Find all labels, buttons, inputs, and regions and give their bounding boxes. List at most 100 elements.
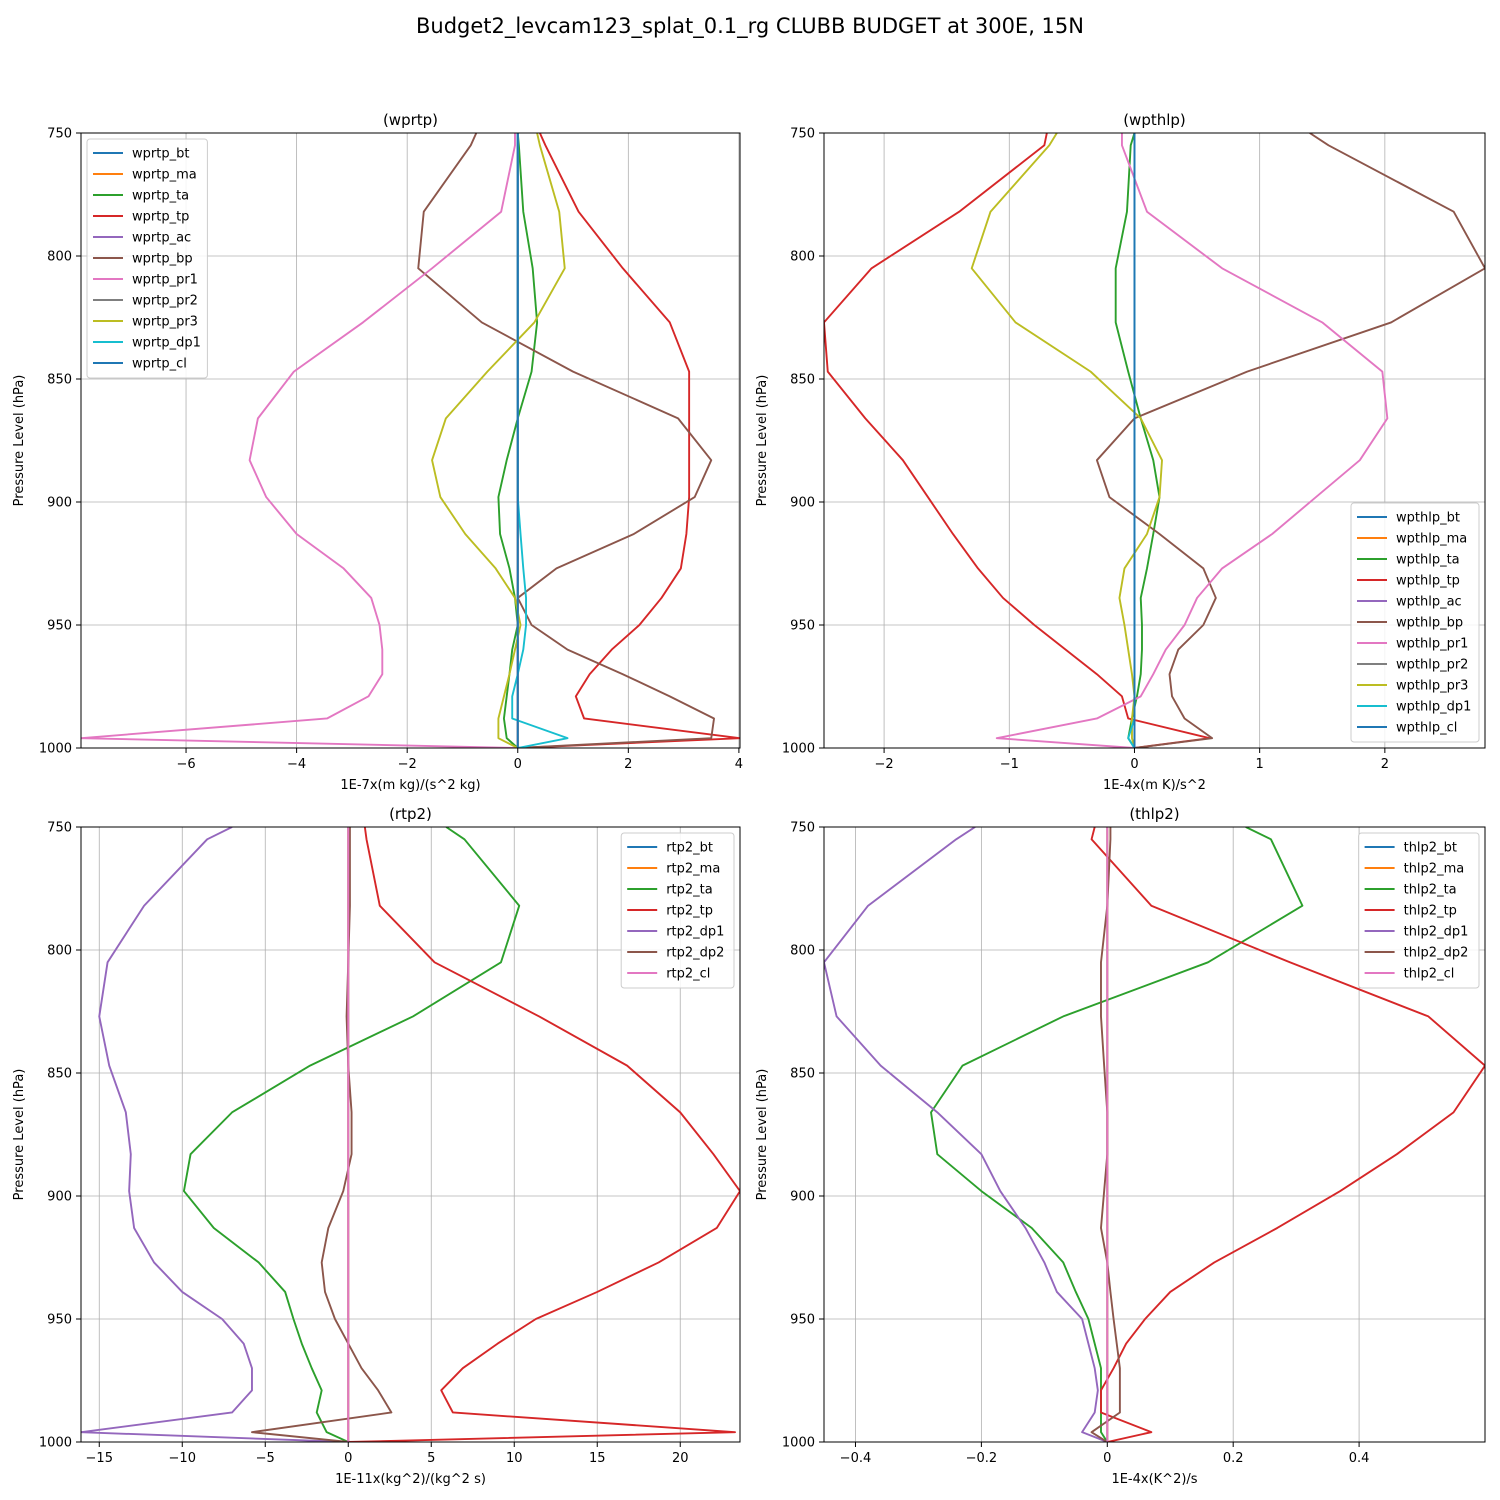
x-tick-label: 0.4 — [1349, 1451, 1370, 1466]
y-tick-label: 900 — [47, 496, 72, 511]
y-tick-label: 900 — [790, 496, 815, 511]
legend: rtp2_bt rtp2_ma rtp2_ta rtp2_tp rtp2_dp1 rtp2… — [620, 832, 735, 989]
x-tick-label: 0 — [1103, 1451, 1111, 1466]
legend-label: wpthlp_pr3 — [1396, 679, 1468, 694]
x-axis-label: 1E-4x(m K)/s^2 — [1103, 778, 1206, 793]
legend-label: thlp2_ta — [1404, 883, 1457, 898]
figure-title: Budget2_levcam123_splat_0.1_rg CLUBB BUD… — [416, 14, 1084, 38]
legend-label: wpthlp_bt — [1396, 511, 1460, 526]
legend-label: wpthlp_pr2 — [1396, 658, 1468, 673]
subplot-title: (wpthlp) — [1123, 111, 1186, 129]
x-tick-label: −4 — [287, 757, 306, 772]
series-lines — [81, 133, 740, 748]
x-tick-label: 2 — [1381, 757, 1389, 772]
series-line-wprtp_bp — [417, 133, 715, 748]
y-axis-label: Pressure Level (hPa) — [755, 1069, 770, 1201]
series-line-wpthlp_ta — [1114, 133, 1161, 748]
legend: wpthlp_bt wpthlp_ma wpthlp_ta wpthlp_tpwpth… — [1350, 502, 1480, 743]
y-tick-label: 1000 — [782, 1436, 815, 1451]
y-tick-label: 800 — [790, 250, 815, 265]
legend-label: wpthlp_pr1 — [1396, 637, 1468, 652]
subplot-title: (rtp2) — [389, 805, 432, 823]
plot-frame — [80, 826, 741, 1443]
series-line-wprtp_ta — [497, 133, 539, 748]
series-line-thlp2_tp — [1090, 827, 1485, 1442]
legend-label: wpthlp_dp1 — [1396, 700, 1471, 715]
x-tick-label: 20 — [672, 1451, 689, 1466]
y-tick-label: 950 — [47, 619, 72, 634]
x-tick-label: −1 — [1000, 757, 1019, 772]
legend-label: rtp2_ma — [666, 862, 720, 877]
legend: wprtp_bt wprtp_ma wprtp_ta wprtp_tp wprtp_ac… — [86, 138, 208, 379]
subplot-rtp2: −15 −10 −5 0 5 10 15 20 750 800 850 900 950 1000 (rtp2… — [12, 805, 741, 1487]
series-line-thlp2_dp1 — [824, 827, 1108, 1442]
legend-label: thlp2_ma — [1404, 862, 1465, 877]
x-axis-label: 1E-4x(K^2)/s — [1111, 1472, 1197, 1487]
legend-label: wprtp_pr3 — [132, 315, 198, 330]
legend-label: wprtp_cl — [132, 357, 187, 372]
series-lines — [81, 827, 740, 1442]
series-line-wprtp_dp1 — [511, 133, 569, 748]
legend-label: wprtp_bt — [132, 147, 189, 162]
x-axis-label: 1E-11x(kg^2)/(kg^2 s) — [335, 1472, 486, 1487]
y-tick-label: 850 — [47, 1067, 72, 1082]
legend-label: rtp2_cl — [666, 967, 710, 982]
y-tick-label: 1000 — [39, 1436, 72, 1451]
y-tick-label: 800 — [47, 944, 72, 959]
legend-label: thlp2_dp1 — [1404, 925, 1469, 940]
x-tick-label: 0.2 — [1223, 1451, 1244, 1466]
series-line-rtp2_tp — [348, 827, 740, 1442]
x-tick-label: −2 — [875, 757, 894, 772]
legend-label: thlp2_tp — [1404, 904, 1457, 919]
x-tick-label: 0 — [1130, 757, 1138, 772]
y-tick-label: 750 — [790, 821, 815, 836]
legend-label: rtp2_ta — [666, 883, 713, 898]
y-tick-label: 800 — [790, 944, 815, 959]
y-tick-label: 900 — [790, 1190, 815, 1205]
series-line-rtp2_dp2 — [251, 827, 393, 1442]
legend-label: wpthlp_cl — [1396, 721, 1457, 736]
series-line-thlp2_dp2 — [1090, 827, 1121, 1442]
plot-frame — [823, 826, 1486, 1443]
y-tick-label: 750 — [47, 127, 72, 142]
y-tick-label: 850 — [790, 373, 815, 388]
legend-label: rtp2_bt — [666, 841, 713, 856]
y-tick-label: 800 — [47, 250, 72, 265]
legend-label: wprtp_ac — [132, 231, 191, 246]
x-tick-label: −6 — [176, 757, 195, 772]
x-tick-label: −10 — [169, 1451, 196, 1466]
legend-label: wpthlp_tp — [1396, 574, 1460, 589]
subplot-wprtp: −6 −4 −2 0 2 4 750 800 850 900 950 1000 (wprtp) 1E-7x… — [12, 111, 743, 793]
x-tick-label: 5 — [427, 1451, 435, 1466]
y-axis-label: Pressure Level (hPa) — [755, 375, 770, 507]
legend-box — [86, 138, 208, 379]
x-tick-label: 0 — [514, 757, 522, 772]
series-line-rtp2_dp1 — [81, 827, 349, 1442]
x-tick-label: −5 — [256, 1451, 275, 1466]
legend-label: wprtp_dp1 — [132, 336, 201, 351]
x-tick-label: 1 — [1256, 757, 1264, 772]
y-tick-label: 950 — [790, 1313, 815, 1328]
series-line-wprtp_pr1 — [81, 133, 518, 748]
legend-label: wprtp_ta — [132, 189, 189, 204]
x-tick-label: 4 — [735, 757, 743, 772]
x-tick-label: 2 — [624, 757, 632, 772]
legend-label: rtp2_tp — [666, 904, 713, 919]
x-tick-label: −0.2 — [966, 1451, 998, 1466]
subplot-thlp2: −0.4 −0.2 0 0.2 0.4 750 800 850 900 950 1000 (thlp2… — [755, 805, 1486, 1487]
series-line-wpthlp_bp — [1095, 133, 1485, 748]
y-tick-label: 850 — [790, 1067, 815, 1082]
y-tick-label: 750 — [47, 821, 72, 836]
x-tick-label: 15 — [589, 1451, 606, 1466]
legend-label: thlp2_bt — [1404, 841, 1457, 856]
subplot-title: (thlp2) — [1129, 805, 1179, 823]
legend-label: wprtp_ma — [132, 168, 197, 183]
legend-label: wprtp_pr1 — [132, 273, 198, 288]
plot-frame — [823, 132, 1486, 749]
legend-box — [1350, 502, 1480, 743]
y-tick-label: 1000 — [782, 742, 815, 757]
x-tick-label: −15 — [86, 1451, 113, 1466]
series-lines — [824, 827, 1485, 1442]
series-line-wprtp_pr3 — [431, 133, 566, 748]
